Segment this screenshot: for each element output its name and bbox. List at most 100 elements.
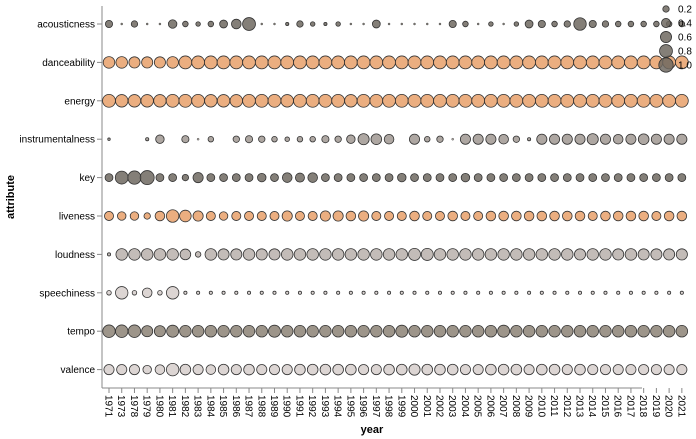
x-tick-label-2016: 2016 xyxy=(612,395,623,418)
bubble-valence-1985 xyxy=(217,363,230,376)
bubble-energy-1982 xyxy=(178,93,193,108)
bubble-valence-1992 xyxy=(306,363,319,376)
bubble-acousticness-2002 xyxy=(438,22,442,26)
bubble-valence-1979 xyxy=(142,364,152,375)
bubble-valence-2011 xyxy=(548,363,561,376)
bubble-energy-2012 xyxy=(560,93,575,108)
bubble-liveness-1984 xyxy=(205,211,216,221)
bubble-acousticness-2001 xyxy=(426,22,429,26)
bubble-speechiness-2003 xyxy=(450,290,455,295)
bubble-speechiness-1986 xyxy=(234,290,239,295)
y-tick-label-loudness: loudness xyxy=(55,250,95,261)
bubble-danceability-1986 xyxy=(229,55,244,70)
bubble-danceability-2007 xyxy=(496,55,511,70)
y-tick-label-instrumentalness: instrumentalness xyxy=(19,135,95,146)
x-tick-label-1987: 1987 xyxy=(243,395,254,418)
bubble-liveness-1971 xyxy=(104,211,114,221)
bubble-tempo-2002 xyxy=(433,325,447,338)
bubble-danceability-1995 xyxy=(344,55,358,70)
bubble-speechiness-2002 xyxy=(437,290,442,295)
bubble-valence-1986 xyxy=(230,364,242,376)
bubble-acousticness-1987 xyxy=(242,17,256,31)
bubble-speechiness-2017 xyxy=(628,290,633,295)
bubble-danceability-1990 xyxy=(280,55,295,70)
bubble-liveness-2017 xyxy=(625,210,637,222)
bubble-loudness-1973 xyxy=(115,248,128,261)
bubble-tempo-1997 xyxy=(370,325,383,338)
bubble-instrumentalness-2012 xyxy=(561,133,573,145)
bubble-loudness-1995 xyxy=(344,248,358,261)
bubble-acousticness-2003 xyxy=(448,19,457,28)
bubble-marks xyxy=(102,17,689,377)
bubble-speechiness-2001 xyxy=(425,290,430,295)
bubble-speechiness-2013 xyxy=(578,290,583,295)
bubble-liveness-2020 xyxy=(663,210,675,222)
bubble-valence-1995 xyxy=(345,363,357,376)
bubble-danceability-1984 xyxy=(203,55,218,70)
bubble-speechiness-2010 xyxy=(539,290,544,295)
bubble-energy-1989 xyxy=(267,93,282,108)
bubble-loudness-2004 xyxy=(459,248,472,261)
bubble-energy-1995 xyxy=(344,94,358,108)
bubble-valence-2002 xyxy=(434,363,446,376)
bubble-loudness-2011 xyxy=(548,248,561,261)
bubble-instrumentalness-1971 xyxy=(107,137,111,141)
bubble-key-1978 xyxy=(127,170,142,185)
bubble-danceability-2013 xyxy=(573,55,587,70)
bubble-key-1982 xyxy=(181,173,190,182)
bubble-loudness-2000 xyxy=(408,247,421,261)
bubble-loudness-2012 xyxy=(561,248,574,261)
bubble-danceability-1992 xyxy=(305,55,320,70)
bubble-tempo-2015 xyxy=(599,325,612,338)
x-tick-label-2013: 2013 xyxy=(574,395,585,418)
bubble-danceability-2017 xyxy=(624,55,638,70)
bubble-acousticness-1993 xyxy=(323,21,328,27)
bubble-loudness-2007 xyxy=(497,248,510,261)
bubble-valence-2016 xyxy=(612,364,624,376)
x-tick-label-1973: 1973 xyxy=(115,395,126,418)
bubble-loudness-2006 xyxy=(484,248,498,261)
bubble-tempo-1993 xyxy=(319,325,332,338)
bubble-key-1998 xyxy=(384,173,394,182)
bubble-tempo-1996 xyxy=(357,325,370,338)
bubble-liveness-1981 xyxy=(166,209,180,223)
bubble-energy-1987 xyxy=(242,93,256,108)
bubble-tempo-2020 xyxy=(662,325,676,338)
bubble-liveness-1992 xyxy=(307,211,318,221)
x-tick-label-1986: 1986 xyxy=(230,395,241,418)
bubble-valence-2004 xyxy=(459,364,471,376)
bubble-danceability-2011 xyxy=(547,55,562,70)
bubble-tempo-1989 xyxy=(268,324,281,338)
bubble-tempo-1985 xyxy=(217,325,230,338)
bubble-acousticness-2010 xyxy=(537,19,546,28)
bubble-instrumentalness-1995 xyxy=(346,134,356,144)
bubble-loudness-1971 xyxy=(106,252,112,257)
bubble-instrumentalness-1987 xyxy=(245,135,254,144)
x-tick-label-1971: 1971 xyxy=(103,395,114,418)
bubble-acousticness-1990 xyxy=(285,21,290,27)
bubble-danceability-1978 xyxy=(128,56,141,69)
bubble-speechiness-1989 xyxy=(272,290,277,295)
bubble-acousticness-1982 xyxy=(182,20,189,28)
bubble-loudness-1994 xyxy=(331,248,345,261)
bubble-speechiness-2006 xyxy=(488,290,493,295)
bubble-acousticness-1973 xyxy=(120,22,123,26)
bubble-tempo-2001 xyxy=(421,325,434,338)
bubble-speechiness-2020 xyxy=(667,290,672,295)
bubble-key-2011 xyxy=(550,173,559,182)
bubble-energy-1990 xyxy=(280,94,294,108)
bubble-speechiness-1987 xyxy=(247,290,252,295)
bubble-instrumentalness-1997 xyxy=(370,133,383,145)
bubble-loudness-1978 xyxy=(128,248,141,261)
bubble-key-2007 xyxy=(499,173,508,182)
bubble-speechiness-1984 xyxy=(208,290,213,295)
x-tick-label-2007: 2007 xyxy=(497,395,508,418)
bubble-energy-1997 xyxy=(369,93,384,108)
x-tick-label-1981: 1981 xyxy=(166,395,177,418)
bubble-danceability-1983 xyxy=(191,55,205,70)
bubble-acousticness-2008 xyxy=(513,21,520,27)
bubble-instrumentalness-2014 xyxy=(586,133,599,146)
bubble-energy-1980 xyxy=(153,94,167,108)
bubble-acousticness-1988 xyxy=(260,22,263,26)
bubble-acousticness-2016 xyxy=(615,20,622,28)
